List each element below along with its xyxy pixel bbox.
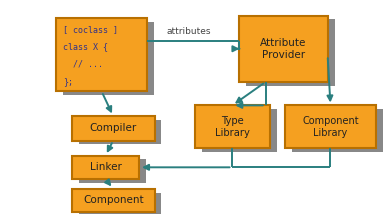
Text: // ...: // ... xyxy=(63,60,103,69)
FancyBboxPatch shape xyxy=(195,105,270,148)
Text: attributes: attributes xyxy=(166,27,211,36)
Text: Linker: Linker xyxy=(90,162,122,172)
FancyBboxPatch shape xyxy=(246,20,335,86)
Text: Component: Component xyxy=(83,195,144,205)
FancyBboxPatch shape xyxy=(79,192,161,215)
FancyBboxPatch shape xyxy=(79,159,146,183)
Text: Type
Library: Type Library xyxy=(215,116,250,138)
Text: };: }; xyxy=(63,77,73,86)
FancyBboxPatch shape xyxy=(72,116,154,141)
FancyBboxPatch shape xyxy=(63,22,154,95)
FancyBboxPatch shape xyxy=(239,16,328,82)
Text: Attribute
Provider: Attribute Provider xyxy=(260,38,306,60)
FancyBboxPatch shape xyxy=(292,109,383,152)
Text: class X {: class X { xyxy=(63,42,108,51)
Text: Component
Library: Component Library xyxy=(302,116,359,138)
Text: Compiler: Compiler xyxy=(90,123,137,133)
FancyBboxPatch shape xyxy=(285,105,376,148)
Text: [ coclass ]: [ coclass ] xyxy=(63,25,118,34)
FancyBboxPatch shape xyxy=(72,156,139,179)
FancyBboxPatch shape xyxy=(72,189,154,212)
FancyBboxPatch shape xyxy=(79,120,161,144)
FancyBboxPatch shape xyxy=(56,18,147,91)
FancyBboxPatch shape xyxy=(202,109,277,152)
